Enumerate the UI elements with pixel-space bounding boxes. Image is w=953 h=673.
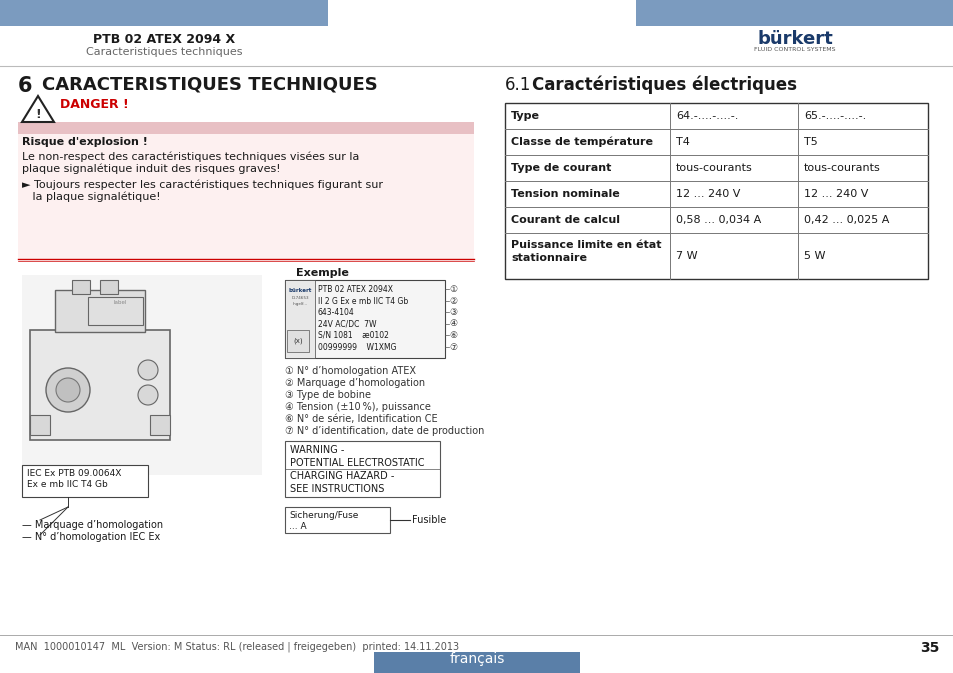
Text: ① N° d’homologation ATEX: ① N° d’homologation ATEX — [285, 366, 416, 376]
Bar — [0, 0, 328, 26]
Text: T4: T4 — [676, 137, 689, 147]
Text: ⑦ N° d’identification, date de production: ⑦ N° d’identification, date de productio… — [285, 426, 484, 436]
Text: Ex e mb IIC T4 Gb: Ex e mb IIC T4 Gb — [27, 480, 108, 489]
Text: français: français — [449, 652, 504, 666]
Text: IEC Ex PTB 09.0064X: IEC Ex PTB 09.0064X — [27, 469, 121, 478]
Text: ② Marquage d’homologation: ② Marquage d’homologation — [285, 378, 425, 388]
Bar — [100, 280, 118, 294]
Text: MAN  1000010147  ML  Version: M Status: RL (released | freigegeben)  printed: 14: MAN 1000010147 ML Version: M Status: RL … — [15, 641, 458, 651]
Text: label: label — [113, 300, 127, 305]
Text: Type de courant: Type de courant — [511, 163, 611, 173]
Text: Classe de température: Classe de température — [511, 137, 652, 147]
Text: tous-courants: tous-courants — [803, 163, 880, 173]
Text: ②: ② — [449, 297, 456, 306]
Text: (x): (x) — [293, 337, 302, 343]
Text: Exemple: Exemple — [295, 268, 349, 278]
Text: 12 ... 240 V: 12 ... 240 V — [676, 189, 740, 199]
Text: tous-courants: tous-courants — [676, 163, 752, 173]
Bar — [18, 122, 474, 134]
Bar — [22, 465, 148, 497]
Circle shape — [56, 378, 80, 402]
Text: 7 W: 7 W — [676, 251, 697, 261]
Text: 5 W: 5 W — [803, 251, 824, 261]
Text: ⑥: ⑥ — [449, 331, 456, 340]
Text: bürkert: bürkert — [757, 30, 832, 48]
Bar — [30, 330, 170, 440]
Text: — Marquage d’homologation: — Marquage d’homologation — [22, 520, 163, 530]
Circle shape — [138, 360, 158, 380]
Text: POTENTIAL ELECTROSTATIC: POTENTIAL ELECTROSTATIC — [290, 458, 424, 468]
Text: PTB 02 ATEX 2094 X: PTB 02 ATEX 2094 X — [92, 33, 234, 46]
Text: 0,58 ... 0,034 A: 0,58 ... 0,034 A — [676, 215, 760, 225]
Text: 00999999    W1XMG: 00999999 W1XMG — [317, 343, 396, 351]
Text: Sicherung/Fuse: Sicherung/Fuse — [289, 511, 358, 520]
Bar — [285, 441, 439, 497]
Text: ③: ③ — [449, 308, 456, 317]
Text: ⑦: ⑦ — [449, 343, 456, 351]
Bar — [285, 507, 390, 533]
Text: ③ Type de bobine: ③ Type de bobine — [285, 390, 371, 400]
Text: Tension nominale: Tension nominale — [511, 189, 619, 199]
Text: la plaque signalétique!: la plaque signalétique! — [22, 192, 160, 203]
Text: PTB 02 ATEX 2094X: PTB 02 ATEX 2094X — [317, 285, 393, 294]
Circle shape — [138, 385, 158, 405]
Text: 65.-....-....-.: 65.-....-....-. — [803, 111, 865, 121]
Text: D-74653: D-74653 — [291, 296, 309, 300]
Text: WARNING -: WARNING - — [290, 445, 344, 455]
Text: 6.1: 6.1 — [504, 76, 531, 94]
Bar — [504, 103, 927, 279]
Text: 24V AC/DC  7W: 24V AC/DC 7W — [317, 320, 376, 328]
Text: 35: 35 — [920, 641, 939, 655]
Text: bürkert: bürkert — [288, 288, 312, 293]
Text: CHARGING HAZARD -: CHARGING HAZARD - — [290, 471, 394, 481]
Text: S/N 1081    æ0102: S/N 1081 æ0102 — [317, 331, 389, 340]
Text: II 2 G Ex e mb IIC T4 Gb: II 2 G Ex e mb IIC T4 Gb — [317, 297, 408, 306]
Text: Type: Type — [511, 111, 539, 121]
Bar — [55, 290, 145, 332]
Bar — [374, 652, 579, 673]
Text: ①: ① — [449, 285, 456, 294]
Bar — [88, 297, 143, 325]
Text: Courant de calcul: Courant de calcul — [511, 215, 619, 225]
Text: !: ! — [35, 108, 41, 121]
Text: 643-4104: 643-4104 — [317, 308, 355, 317]
Text: 64.-....-....-.: 64.-....-....-. — [676, 111, 738, 121]
Bar — [30, 415, 50, 435]
Text: Caracteristiques techniques: Caracteristiques techniques — [86, 47, 242, 57]
Text: stationnaire: stationnaire — [511, 253, 586, 263]
Text: CARACTERISTIQUES TECHNIQUES: CARACTERISTIQUES TECHNIQUES — [42, 76, 377, 94]
Text: 0,42 ... 0,025 A: 0,42 ... 0,025 A — [803, 215, 888, 225]
Text: — N° d’homologation IEC Ex: — N° d’homologation IEC Ex — [22, 532, 160, 542]
Text: Le non-respect des caractéristiques techniques visées sur la: Le non-respect des caractéristiques tech… — [22, 152, 359, 162]
Text: SEE INSTRUCTIONS: SEE INSTRUCTIONS — [290, 484, 384, 494]
Text: 6: 6 — [18, 76, 32, 96]
Text: ⑥ N° de série, Identification CE: ⑥ N° de série, Identification CE — [285, 414, 437, 424]
Text: FLUID CONTROL SYSTEMS: FLUID CONTROL SYSTEMS — [754, 47, 835, 52]
Bar — [22, 275, 262, 475]
Circle shape — [46, 368, 90, 412]
Text: Caractéristiques électriques: Caractéristiques électriques — [532, 76, 796, 94]
Polygon shape — [22, 96, 54, 122]
Text: ► Toujours respecter les caractéristiques techniques figurant sur: ► Toujours respecter les caractéristique… — [22, 180, 382, 190]
Bar — [285, 280, 314, 358]
Text: Puissance limite en état: Puissance limite en état — [511, 240, 660, 250]
Text: Risque d'explosion !: Risque d'explosion ! — [22, 137, 148, 147]
Text: ... A: ... A — [289, 522, 306, 531]
Text: Ingelf...: Ingelf... — [293, 302, 307, 306]
Bar — [18, 134, 474, 259]
Text: 12 ... 240 V: 12 ... 240 V — [803, 189, 867, 199]
Text: T5: T5 — [803, 137, 817, 147]
Bar — [636, 0, 953, 26]
Text: plaque signalétique induit des risques graves!: plaque signalétique induit des risques g… — [22, 164, 280, 174]
Bar — [287, 330, 309, 352]
Text: ④: ④ — [449, 320, 456, 328]
Bar — [71, 280, 90, 294]
Text: ④ Tension (±10 %), puissance: ④ Tension (±10 %), puissance — [285, 402, 431, 412]
Bar — [150, 415, 170, 435]
Bar — [285, 280, 444, 358]
Text: Fusible: Fusible — [412, 515, 446, 525]
Text: DANGER !: DANGER ! — [60, 98, 129, 111]
